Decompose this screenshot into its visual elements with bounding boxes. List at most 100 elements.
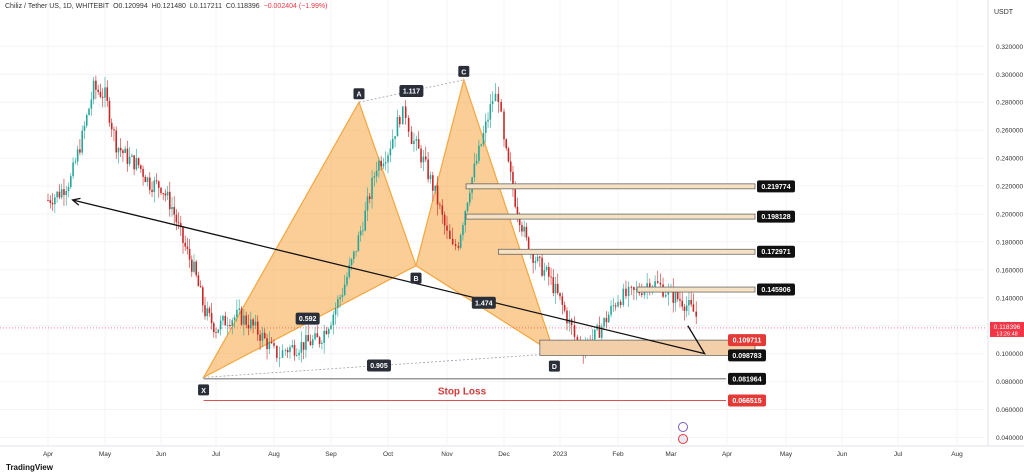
level-badge xyxy=(757,180,795,193)
candle xyxy=(566,307,568,331)
y-tick-label: 0.280000 xyxy=(996,100,1023,107)
candle xyxy=(284,348,287,356)
candle-body xyxy=(375,170,378,177)
candle-body xyxy=(247,324,250,329)
candle xyxy=(598,316,601,339)
candle xyxy=(83,121,86,140)
candle-body xyxy=(348,265,351,277)
candle-body xyxy=(151,189,153,193)
y-tick-label: 0.140000 xyxy=(996,295,1023,302)
candle-body xyxy=(600,326,603,338)
candle xyxy=(173,196,175,225)
candle xyxy=(396,109,399,137)
projection-arrowhead xyxy=(71,197,81,206)
candle-body xyxy=(443,214,446,226)
candle xyxy=(525,222,528,241)
candle-body xyxy=(104,87,106,98)
ohlc-close: C0.118396 xyxy=(225,3,260,10)
candle-body xyxy=(243,315,245,325)
candle-body xyxy=(321,342,323,344)
candle-body xyxy=(541,257,543,276)
candle-body xyxy=(625,288,627,297)
candle xyxy=(420,144,422,168)
candle-body xyxy=(330,325,332,329)
candle-body xyxy=(108,100,111,123)
candle-body xyxy=(56,191,58,198)
candle-body xyxy=(424,156,427,160)
candle-body xyxy=(516,206,519,215)
y-tick-label: 0.300000 xyxy=(996,72,1023,79)
candle-body xyxy=(88,108,90,116)
candle xyxy=(191,255,193,278)
level-badge xyxy=(728,372,766,385)
candle xyxy=(343,274,346,297)
candle xyxy=(695,301,697,324)
pattern-point-label-D: D xyxy=(552,364,557,371)
candle xyxy=(316,325,319,338)
candle-body xyxy=(605,318,608,323)
level-label-0.172971: 0.172971 xyxy=(761,249,790,256)
candle xyxy=(469,186,471,207)
candle-body xyxy=(259,334,261,341)
level-badge xyxy=(728,349,766,362)
candle xyxy=(81,125,83,156)
level-label-0.145906: 0.145906 xyxy=(761,287,790,294)
ratio-label-BD: 1.474 xyxy=(475,300,493,307)
candle xyxy=(233,314,236,328)
ratio-badge-AC xyxy=(399,85,424,98)
candle-body xyxy=(166,191,169,196)
ratio-badge-XD xyxy=(366,359,391,372)
pattern-point-C xyxy=(458,65,470,77)
candle xyxy=(484,113,487,143)
candle-body xyxy=(521,225,523,232)
candle-body xyxy=(635,288,638,290)
candle xyxy=(99,83,102,99)
candle-body xyxy=(307,335,309,342)
candle xyxy=(240,306,243,327)
candle xyxy=(110,118,113,138)
y-tick-label: 0.260000 xyxy=(996,128,1023,135)
candle xyxy=(424,146,427,163)
ohlc-low: L0.117211 xyxy=(189,3,222,10)
candle-body xyxy=(169,191,171,210)
candle-body xyxy=(291,345,294,348)
candle xyxy=(607,311,610,323)
candle xyxy=(314,326,316,341)
candle-body xyxy=(373,176,376,178)
candle xyxy=(229,319,231,330)
candle-body xyxy=(523,226,525,232)
candle-body xyxy=(146,177,149,183)
candle xyxy=(559,292,561,301)
candle xyxy=(449,224,451,240)
candle xyxy=(85,113,88,129)
candle-body xyxy=(690,300,692,305)
candle-body xyxy=(378,160,380,171)
candle-body xyxy=(478,145,480,161)
candle-body xyxy=(353,251,355,260)
candle xyxy=(497,86,500,113)
candle xyxy=(378,156,380,178)
candle xyxy=(151,181,153,198)
candle-body xyxy=(614,305,617,307)
candle xyxy=(617,294,619,309)
y-tick-label: 0.220000 xyxy=(996,184,1023,191)
candle-body xyxy=(217,329,220,333)
candle xyxy=(627,281,630,308)
candle-body xyxy=(293,345,296,356)
candle-body xyxy=(184,242,186,247)
candle xyxy=(72,157,74,179)
candle-body xyxy=(387,155,389,163)
candle-body xyxy=(646,283,648,289)
candle-body xyxy=(563,304,566,311)
level-label-0.198128: 0.198128 xyxy=(761,214,790,221)
candle-body xyxy=(341,294,344,297)
candle xyxy=(166,185,169,201)
ratio-label-XB: 0.592 xyxy=(299,316,317,323)
candle-body xyxy=(527,237,530,253)
candle-body xyxy=(334,308,337,315)
candle-body xyxy=(81,130,83,153)
candle-body xyxy=(289,347,291,353)
candle-body xyxy=(464,211,467,226)
candle-body xyxy=(556,283,559,293)
